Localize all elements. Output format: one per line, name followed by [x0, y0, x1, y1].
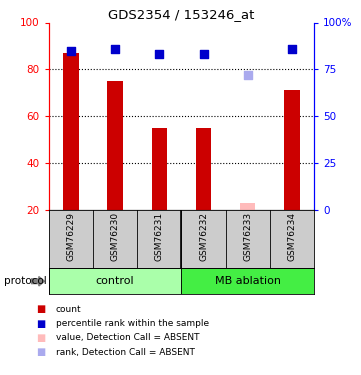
Text: GSM76232: GSM76232 — [199, 212, 208, 261]
Bar — [284, 90, 300, 210]
FancyArrow shape — [31, 276, 44, 286]
Bar — [240, 203, 256, 210]
Text: rank, Detection Call = ABSENT: rank, Detection Call = ABSENT — [56, 348, 195, 357]
Bar — [182, 268, 314, 294]
Text: GSM76233: GSM76233 — [243, 212, 252, 261]
Text: ■: ■ — [36, 347, 45, 357]
Text: count: count — [56, 305, 82, 314]
Bar — [63, 53, 79, 210]
Point — [245, 72, 251, 78]
Title: GDS2354 / 153246_at: GDS2354 / 153246_at — [108, 8, 255, 21]
Text: control: control — [96, 276, 134, 286]
Text: percentile rank within the sample: percentile rank within the sample — [56, 319, 209, 328]
Point — [201, 51, 206, 57]
Bar — [196, 128, 211, 210]
Text: protocol: protocol — [4, 276, 46, 286]
Text: ■: ■ — [36, 304, 45, 314]
Bar — [49, 268, 182, 294]
Text: GSM76229: GSM76229 — [66, 212, 75, 261]
Bar — [152, 128, 167, 210]
Text: ■: ■ — [36, 333, 45, 343]
Text: GSM76230: GSM76230 — [110, 212, 119, 261]
Point — [156, 51, 162, 57]
Point — [289, 46, 295, 52]
Text: GSM76231: GSM76231 — [155, 212, 164, 261]
Text: value, Detection Call = ABSENT: value, Detection Call = ABSENT — [56, 333, 200, 342]
Text: MB ablation: MB ablation — [215, 276, 281, 286]
Point — [68, 48, 74, 54]
Point — [112, 46, 118, 52]
Text: ■: ■ — [36, 319, 45, 328]
Text: GSM76234: GSM76234 — [287, 212, 296, 261]
Bar — [107, 81, 123, 210]
